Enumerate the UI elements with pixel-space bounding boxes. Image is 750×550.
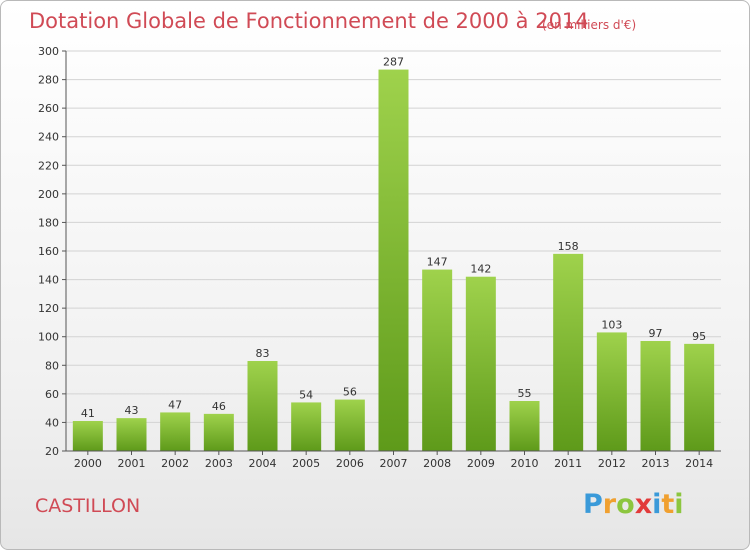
logo-letter: x [634, 489, 653, 520]
data-labels: 41 43 47 46 83 54 56 287 147 142 55 158 103 97 95 [81, 56, 706, 420]
data-label-2002: 47 [168, 398, 182, 411]
x-tick-label-2009: 2009 [467, 457, 495, 470]
logo-letter: o [616, 489, 635, 520]
bar-2005 [291, 402, 322, 451]
data-label-2009: 142 [470, 263, 491, 276]
bar-2003 [203, 413, 234, 451]
bar-2008 [422, 269, 453, 451]
proxiti-logo: Proxiti [583, 489, 684, 520]
data-label-2006: 56 [343, 386, 357, 399]
axes [65, 51, 721, 452]
y-tick-label: 140 [38, 274, 59, 287]
x-tick-label-2012: 2012 [598, 457, 626, 470]
x-tick-label-2006: 2006 [336, 457, 364, 470]
x-tick-label-2001: 2001 [118, 457, 146, 470]
chart-title: Dotation Globale de Fonctionnement de 20… [29, 9, 589, 33]
y-tick-label: 200 [38, 188, 59, 201]
bar-2011 [553, 253, 584, 451]
bar-2006 [334, 399, 365, 451]
x-tick-label-2003: 2003 [205, 457, 233, 470]
chart-subtitle: (en milliers d'€) [542, 18, 637, 32]
y-tick-label: 220 [38, 159, 59, 172]
data-label-2003: 46 [212, 400, 226, 413]
x-tick-label-2010: 2010 [511, 457, 539, 470]
y-tick-label: 300 [38, 45, 59, 58]
y-tick-label: 160 [38, 245, 59, 258]
data-label-2013: 97 [649, 327, 663, 340]
x-tick-label-2013: 2013 [642, 457, 670, 470]
y-tick-label: 120 [38, 302, 59, 315]
bar-2009 [465, 276, 496, 451]
data-label-2010: 55 [518, 387, 532, 400]
x-tick-label-2011: 2011 [554, 457, 582, 470]
bar-2013 [640, 341, 671, 451]
bar-2007 [378, 69, 409, 452]
bar-2001 [116, 418, 147, 451]
bar-2000 [72, 421, 103, 451]
logo-letter: i [674, 489, 684, 520]
bar-2004 [247, 361, 278, 451]
data-label-2014: 95 [692, 330, 706, 343]
x-tick-label-2004: 2004 [249, 457, 277, 470]
y-tick-label: 20 [45, 445, 59, 458]
logo-letter: t [661, 489, 675, 520]
x-tick-label-2014: 2014 [685, 457, 713, 470]
x-tick-label-2000: 2000 [74, 457, 102, 470]
data-label-2004: 83 [256, 347, 270, 360]
bar-2012 [596, 332, 627, 451]
bars [72, 69, 715, 452]
bar-2014 [684, 343, 715, 451]
y-tick-label: 80 [45, 359, 59, 372]
bar-2002 [160, 412, 191, 451]
data-label-2007: 287 [383, 56, 404, 69]
x-tick-label-2002: 2002 [161, 457, 189, 470]
y-tick-label: 240 [38, 131, 59, 144]
data-label-2001: 43 [125, 404, 139, 417]
logo-letter: P [583, 489, 603, 520]
data-label-2011: 158 [558, 240, 579, 253]
y-tick-label: 260 [38, 102, 59, 115]
y-tick-label: 280 [38, 74, 59, 87]
commune-name: CASTILLON [35, 495, 141, 517]
logo-letter: i [652, 489, 662, 520]
y-axis-ticks: 20 40 60 80 100 120 140 160 180 200 220 240 260 280 30… [38, 45, 66, 458]
data-label-2005: 54 [299, 388, 313, 401]
x-tick-label-2005: 2005 [292, 457, 320, 470]
data-label-2008: 147 [427, 256, 448, 269]
y-tick-label: 40 [45, 416, 59, 429]
data-label-2012: 103 [601, 318, 622, 331]
x-tick-label-2008: 2008 [423, 457, 451, 470]
data-label-2000: 41 [81, 407, 95, 420]
logo-letter: r [602, 489, 617, 520]
bar-2010 [509, 401, 540, 451]
x-tick-label-2007: 2007 [380, 457, 408, 470]
y-tick-label: 60 [45, 388, 59, 401]
y-tick-label: 100 [38, 331, 59, 344]
x-axis-ticks: 2000 2001 2002 2003 2004 2005 2006 2007 2008 2009… [74, 451, 713, 470]
y-tick-label: 180 [38, 216, 59, 229]
